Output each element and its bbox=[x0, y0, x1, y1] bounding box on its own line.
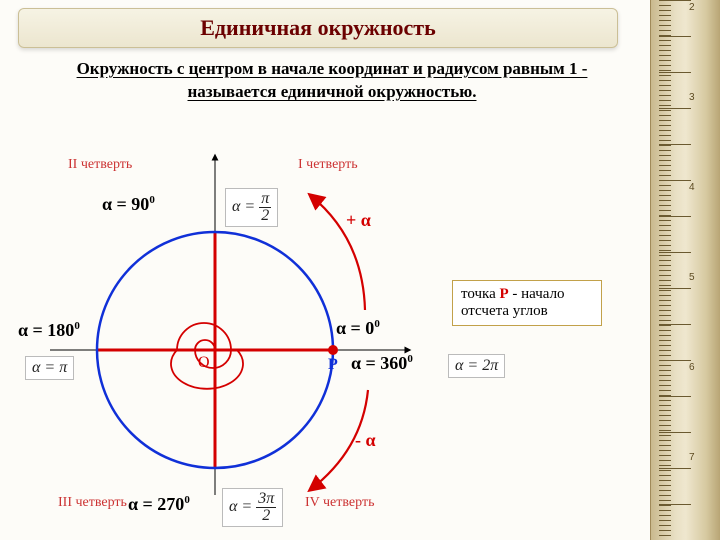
point-p-label: P bbox=[328, 356, 338, 374]
quadrant-2-label: II четверть bbox=[68, 157, 132, 173]
minus-alpha: - α bbox=[355, 430, 376, 451]
ruler-num: 3 bbox=[689, 92, 695, 103]
formula-pi: α = π bbox=[25, 356, 74, 380]
unit-circle-svg bbox=[0, 0, 650, 540]
formula-pi-over-2: α = π2 bbox=[225, 188, 278, 227]
quadrant-3-label: III четверть bbox=[58, 495, 127, 511]
ruler-num: 6 bbox=[689, 362, 695, 373]
ruler-num: 5 bbox=[689, 272, 695, 283]
formula-2pi: α = 2π bbox=[448, 354, 505, 378]
quadrant-4-label: IV четверть bbox=[305, 495, 374, 511]
ruler-decoration: 2 3 4 5 6 7 bbox=[650, 0, 720, 540]
formula-3pi-over-2: α = 3π2 bbox=[222, 488, 283, 527]
angle-0: α = 00 bbox=[336, 318, 380, 339]
plus-alpha: + α bbox=[346, 210, 371, 231]
quadrant-1-label: I четверть bbox=[298, 157, 358, 173]
angle-180: α = 1800 bbox=[18, 320, 80, 341]
note-box: точка P - начало отсчета углов bbox=[452, 280, 602, 326]
origin-label: О bbox=[198, 354, 210, 372]
angle-90: α = 900 bbox=[102, 194, 155, 215]
ruler-num: 2 bbox=[689, 2, 695, 13]
ruler-num: 7 bbox=[689, 452, 695, 463]
angle-270: α = 2700 bbox=[128, 494, 190, 515]
diagram-stage: I четверть II четверть III четверть IV ч… bbox=[0, 0, 650, 540]
angle-360: α = 3600 bbox=[351, 353, 413, 374]
ruler-num: 4 bbox=[689, 182, 695, 193]
